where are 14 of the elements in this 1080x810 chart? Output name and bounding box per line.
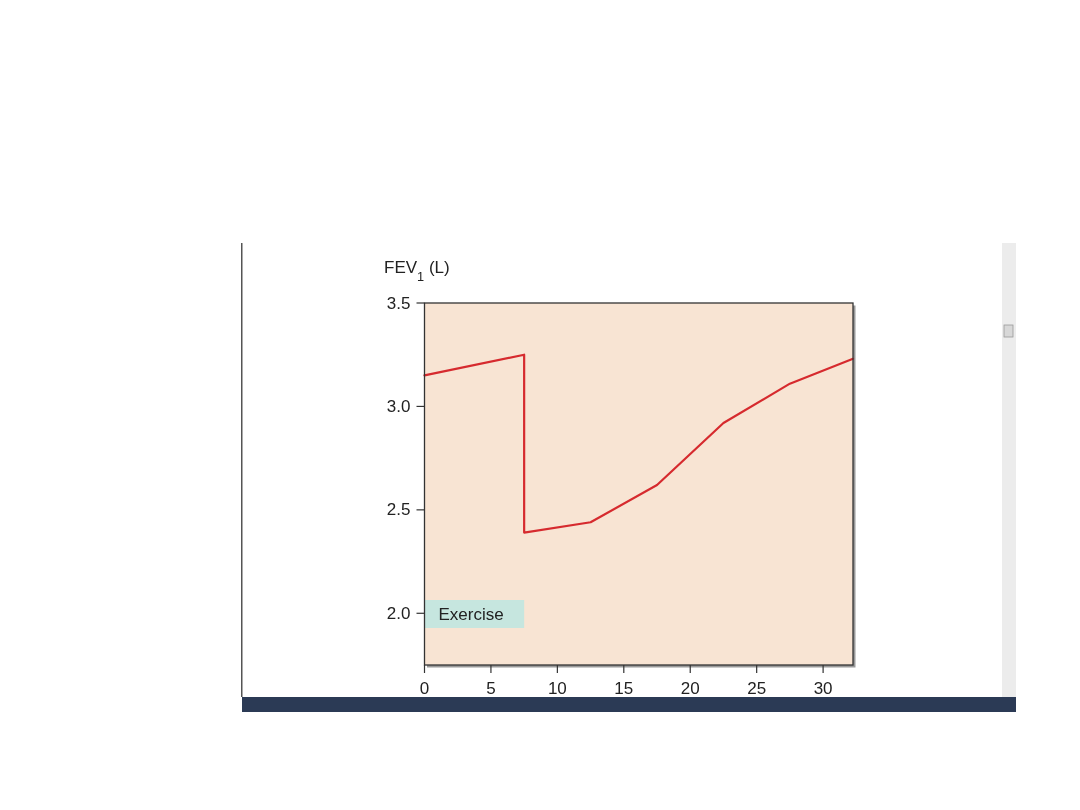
line-series <box>423 353 855 534</box>
x-tick-label: 5 <box>486 678 496 698</box>
y-tick-label: 3.0 <box>386 396 411 416</box>
x-tick-label: 0 <box>419 678 430 698</box>
x-tick-label: 25 <box>747 678 767 698</box>
y-tick-label: 2.5 <box>386 500 411 520</box>
y-axis-title: FEV$_{1}$ (L) <box>384 258 450 284</box>
x-tick-label: 30 <box>813 678 833 698</box>
x-tick-label: 20 <box>680 678 700 698</box>
y-tick-label: 2.0 <box>386 603 411 623</box>
x-tick-label: 15 <box>614 678 634 698</box>
band-label: Exercise <box>438 604 504 624</box>
y-tick-label: 3.5 <box>386 293 411 313</box>
x-tick-label: 10 <box>547 678 567 698</box>
